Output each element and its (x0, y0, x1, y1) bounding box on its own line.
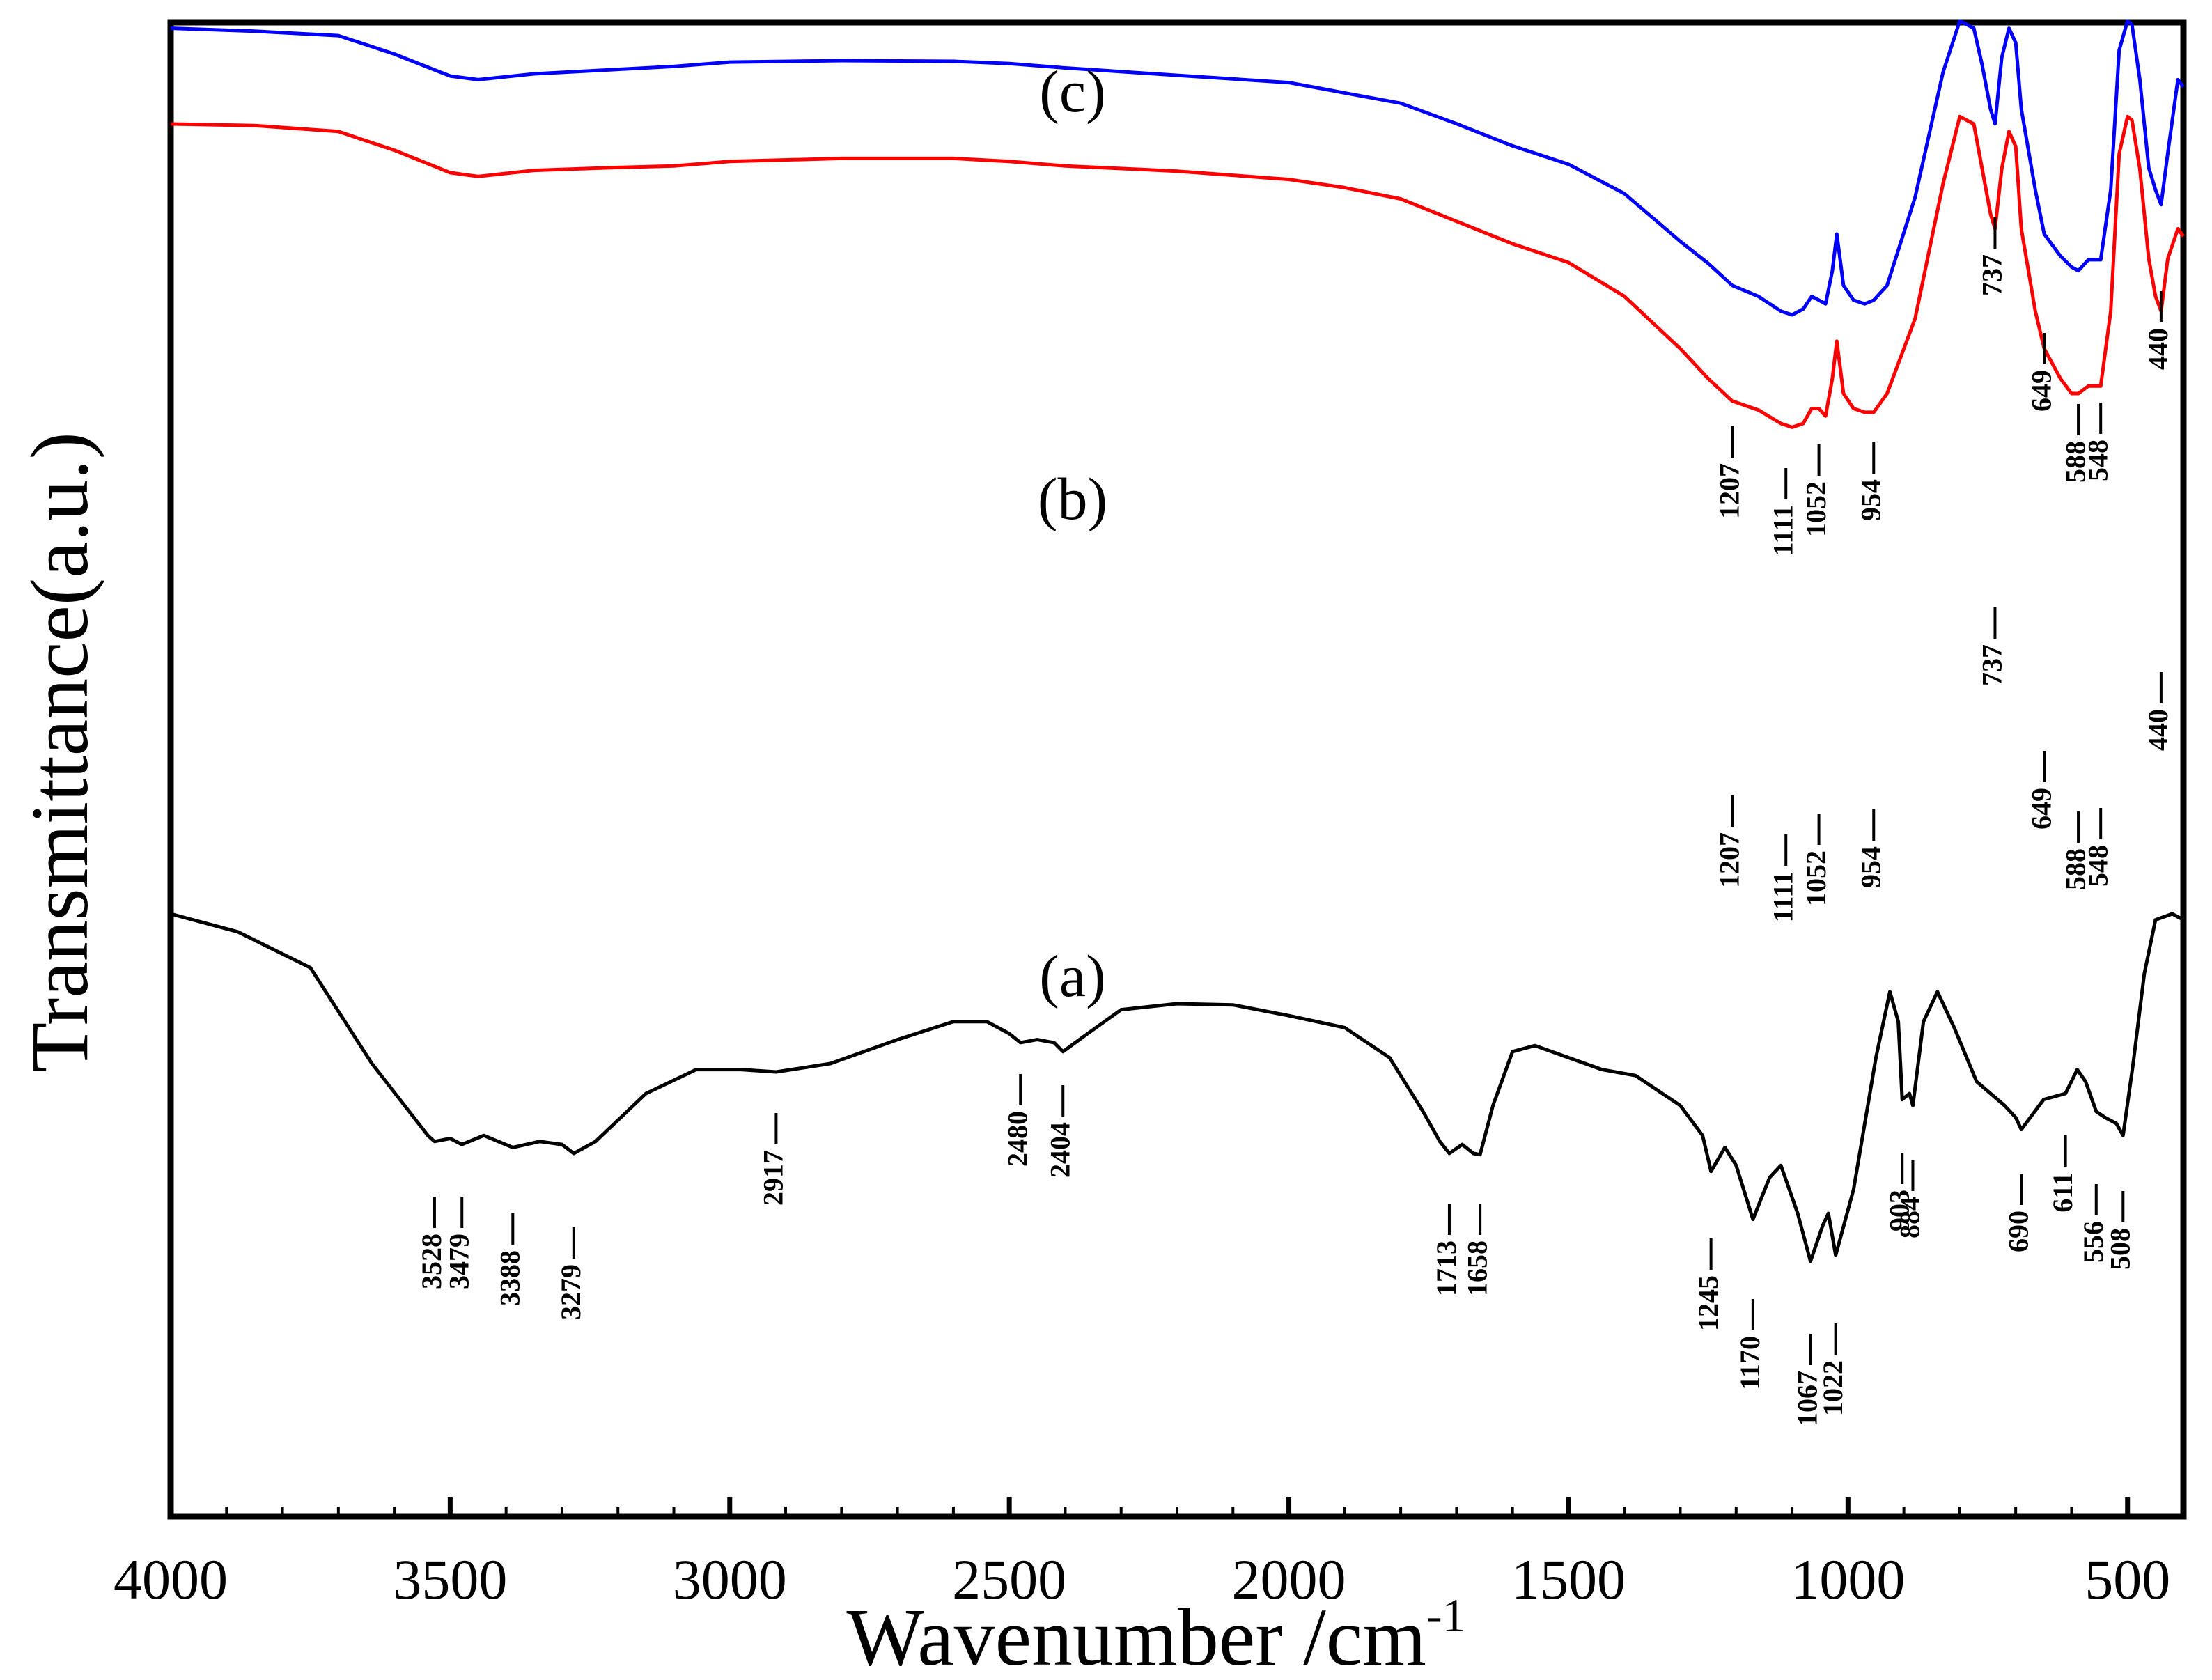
peak-label-c-1111: 1111 (1767, 505, 1798, 556)
x-axis-title: Wavenumber /cm-1 (846, 1589, 1465, 1680)
peak-label-a-1658: 1658 (1461, 1240, 1493, 1296)
series-line-a (170, 912, 2185, 1263)
peak-label-a-1022: 1022 (1817, 1360, 1848, 1416)
peak-label-a-3528: 3528 (416, 1234, 447, 1289)
peak-label-a-1713: 1713 (1431, 1240, 1462, 1296)
peak-label-c-649: 649 (2025, 370, 2057, 412)
peak-label-c-1207: 1207 (1713, 463, 1745, 519)
peak-label-c-588: 588 (2059, 441, 2091, 483)
peak-label-c-737: 737 (1977, 254, 2008, 296)
series-group (170, 19, 2186, 1263)
peak-label-a-690: 690 (2002, 1211, 2034, 1252)
peak-label-a-611: 611 (2047, 1172, 2078, 1213)
peak-label-b-1052: 1052 (1800, 850, 1832, 906)
x-tick-label-500: 500 (2085, 1548, 2170, 1611)
peak-label-a-2480: 2480 (1002, 1111, 1033, 1167)
series-labels: (a) (b) (c) (1038, 58, 1107, 1009)
peak-label-a-3279: 3279 (555, 1264, 586, 1320)
peak-label-b-588: 588 (2059, 848, 2091, 890)
peak-label-c-1052: 1052 (1800, 481, 1832, 537)
series-label-b: (b) (1038, 465, 1107, 532)
peak-label-b-649: 649 (2025, 788, 2057, 830)
x-axis-tick-labels: 4000 3500 3000 2500 2000 1500 1000 500 (114, 1548, 2170, 1611)
plot-frame (167, 19, 2187, 1520)
x-tick-label-1500: 1500 (1511, 1548, 1626, 1611)
peak-label-a-1245: 1245 (1692, 1275, 1724, 1331)
x-tick-label-3500: 3500 (393, 1548, 507, 1611)
peak-label-b-440: 440 (2142, 709, 2174, 751)
peak-label-a-2404: 2404 (1044, 1122, 1075, 1178)
series-line-c (170, 19, 2185, 317)
peak-label-a-3479: 3479 (443, 1234, 474, 1289)
peak-label-a-556: 556 (2078, 1221, 2109, 1263)
peak-label-c-548: 548 (2082, 440, 2113, 481)
peak-label-b-548: 548 (2082, 845, 2113, 887)
x-tick-label-4000: 4000 (114, 1548, 228, 1611)
y-axis-title: Transmittance(a.u.) (14, 432, 105, 1073)
peak-label-b-954: 954 (1855, 846, 1886, 888)
x-tick-label-2500: 2500 (952, 1548, 1066, 1611)
series-label-a: (a) (1039, 942, 1105, 1009)
peak-label-a-884: 884 (1894, 1197, 1926, 1238)
series-line-b (170, 114, 2186, 429)
peak-label-a-903: 903 (1883, 1190, 1915, 1231)
peak-label-a-2917: 2917 (758, 1150, 789, 1206)
x-tick-label-3000: 3000 (673, 1548, 787, 1611)
x-axis-ticks (168, 1497, 2131, 1516)
peak-label-a-1170: 1170 (1734, 1336, 1766, 1390)
peak-label-c-440: 440 (2142, 328, 2174, 370)
x-tick-label-2000: 2000 (1232, 1548, 1346, 1611)
series-label-c: (c) (1039, 58, 1105, 125)
x-axis-title-superscript: -1 (1426, 1589, 1466, 1642)
peak-label-c-954: 954 (1855, 479, 1886, 521)
peak-label-a-508: 508 (2104, 1228, 2135, 1270)
peak-label-b-737: 737 (1977, 644, 2008, 686)
x-axis-title-text: Wavenumber /cm (846, 1592, 1426, 1680)
x-tick-label-1000: 1000 (1791, 1548, 1905, 1611)
peak-label-a-1067: 1067 (1792, 1371, 1823, 1426)
peak-label-b-1111: 1111 (1767, 871, 1798, 922)
peak-label-b-1207: 1207 (1713, 832, 1745, 888)
peak-label-a-3388: 3388 (494, 1250, 525, 1306)
